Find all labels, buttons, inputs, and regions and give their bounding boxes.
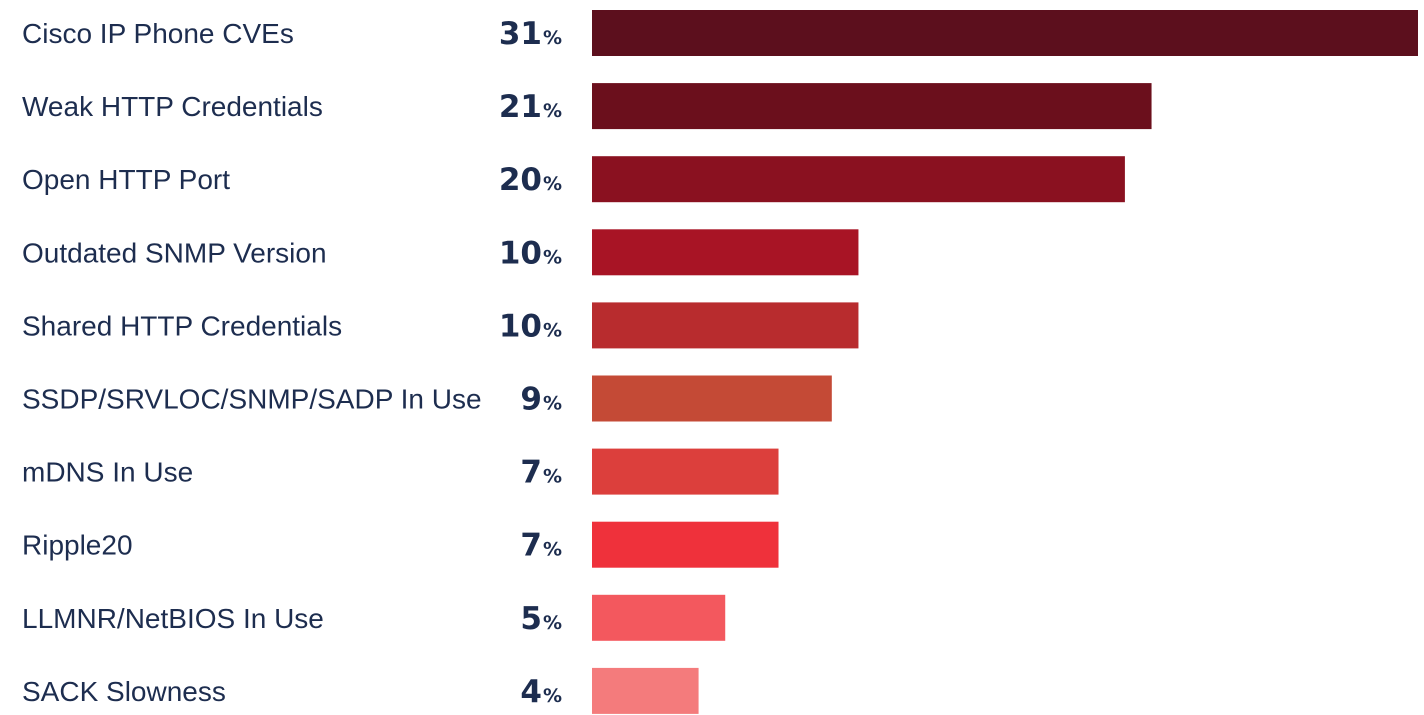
- bar: [592, 10, 1418, 56]
- value-unit: %: [543, 100, 562, 122]
- value-number: 9: [520, 382, 542, 418]
- bar-row: Shared HTTP Credentials 10%: [22, 302, 859, 349]
- value-number: 10: [499, 235, 542, 271]
- bar-row: Ripple20 7%: [22, 521, 779, 568]
- value-label: 4%: [520, 674, 562, 710]
- value-label: 21%: [499, 89, 562, 125]
- bar: [592, 594, 726, 641]
- value-unit: %: [543, 173, 562, 195]
- category-label: SACK Slowness: [22, 676, 226, 707]
- value-label: 5%: [520, 601, 562, 637]
- bar-row: Cisco IP Phone CVEs 31%: [22, 10, 1418, 56]
- bar-row: mDNS In Use 7%: [22, 448, 779, 495]
- value-label: 7%: [520, 528, 562, 564]
- value-unit: %: [543, 539, 562, 561]
- value-unit: %: [543, 319, 562, 341]
- category-label: Ripple20: [22, 530, 133, 561]
- value-unit: %: [543, 612, 562, 634]
- bar-row: SACK Slowness 4%: [22, 667, 699, 714]
- value-label: 20%: [499, 162, 562, 198]
- value-number: 4: [520, 674, 542, 710]
- bar: [592, 448, 779, 495]
- value-number: 7: [520, 528, 542, 564]
- category-label: LLMNR/NetBIOS In Use: [22, 603, 324, 634]
- bar: [592, 229, 859, 276]
- category-label: Outdated SNMP Version: [22, 237, 327, 268]
- bar-row: SSDP/SRVLOC/SNMP/SADP In Use 9%: [22, 375, 832, 422]
- bar-row: Weak HTTP Credentials 21%: [22, 83, 1152, 130]
- bar: [592, 667, 699, 714]
- bar: [592, 375, 832, 422]
- value-number: 10: [499, 308, 542, 344]
- category-label: Weak HTTP Credentials: [22, 91, 323, 122]
- value-unit: %: [543, 246, 562, 268]
- value-label: 31%: [499, 16, 562, 52]
- value-number: 21: [499, 89, 542, 125]
- bar-row: Open HTTP Port 20%: [22, 156, 1125, 203]
- value-number: 20: [499, 162, 542, 198]
- value-number: 7: [520, 455, 542, 491]
- category-label: SSDP/SRVLOC/SNMP/SADP In Use: [22, 384, 482, 415]
- value-label: 9%: [520, 382, 562, 418]
- value-unit: %: [543, 27, 562, 49]
- bar-row: LLMNR/NetBIOS In Use 5%: [22, 594, 726, 641]
- bar: [592, 302, 859, 349]
- category-label: Open HTTP Port: [22, 164, 230, 195]
- value-label: 10%: [499, 308, 562, 344]
- value-number: 31: [499, 16, 542, 52]
- value-unit: %: [543, 685, 562, 707]
- value-label: 10%: [499, 235, 562, 271]
- bar-row: Outdated SNMP Version 10%: [22, 229, 859, 276]
- value-number: 5: [520, 601, 542, 637]
- chart-rows: Cisco IP Phone CVEs 31%Weak HTTP Credenti…: [22, 10, 1418, 714]
- bar: [592, 521, 779, 568]
- value-unit: %: [543, 393, 562, 415]
- category-label: Shared HTTP Credentials: [22, 310, 342, 341]
- bar: [592, 156, 1125, 203]
- value-label: 7%: [520, 455, 562, 491]
- value-unit: %: [543, 466, 562, 488]
- category-label: mDNS In Use: [22, 457, 193, 488]
- category-label: Cisco IP Phone CVEs: [22, 18, 294, 49]
- bar: [592, 83, 1152, 130]
